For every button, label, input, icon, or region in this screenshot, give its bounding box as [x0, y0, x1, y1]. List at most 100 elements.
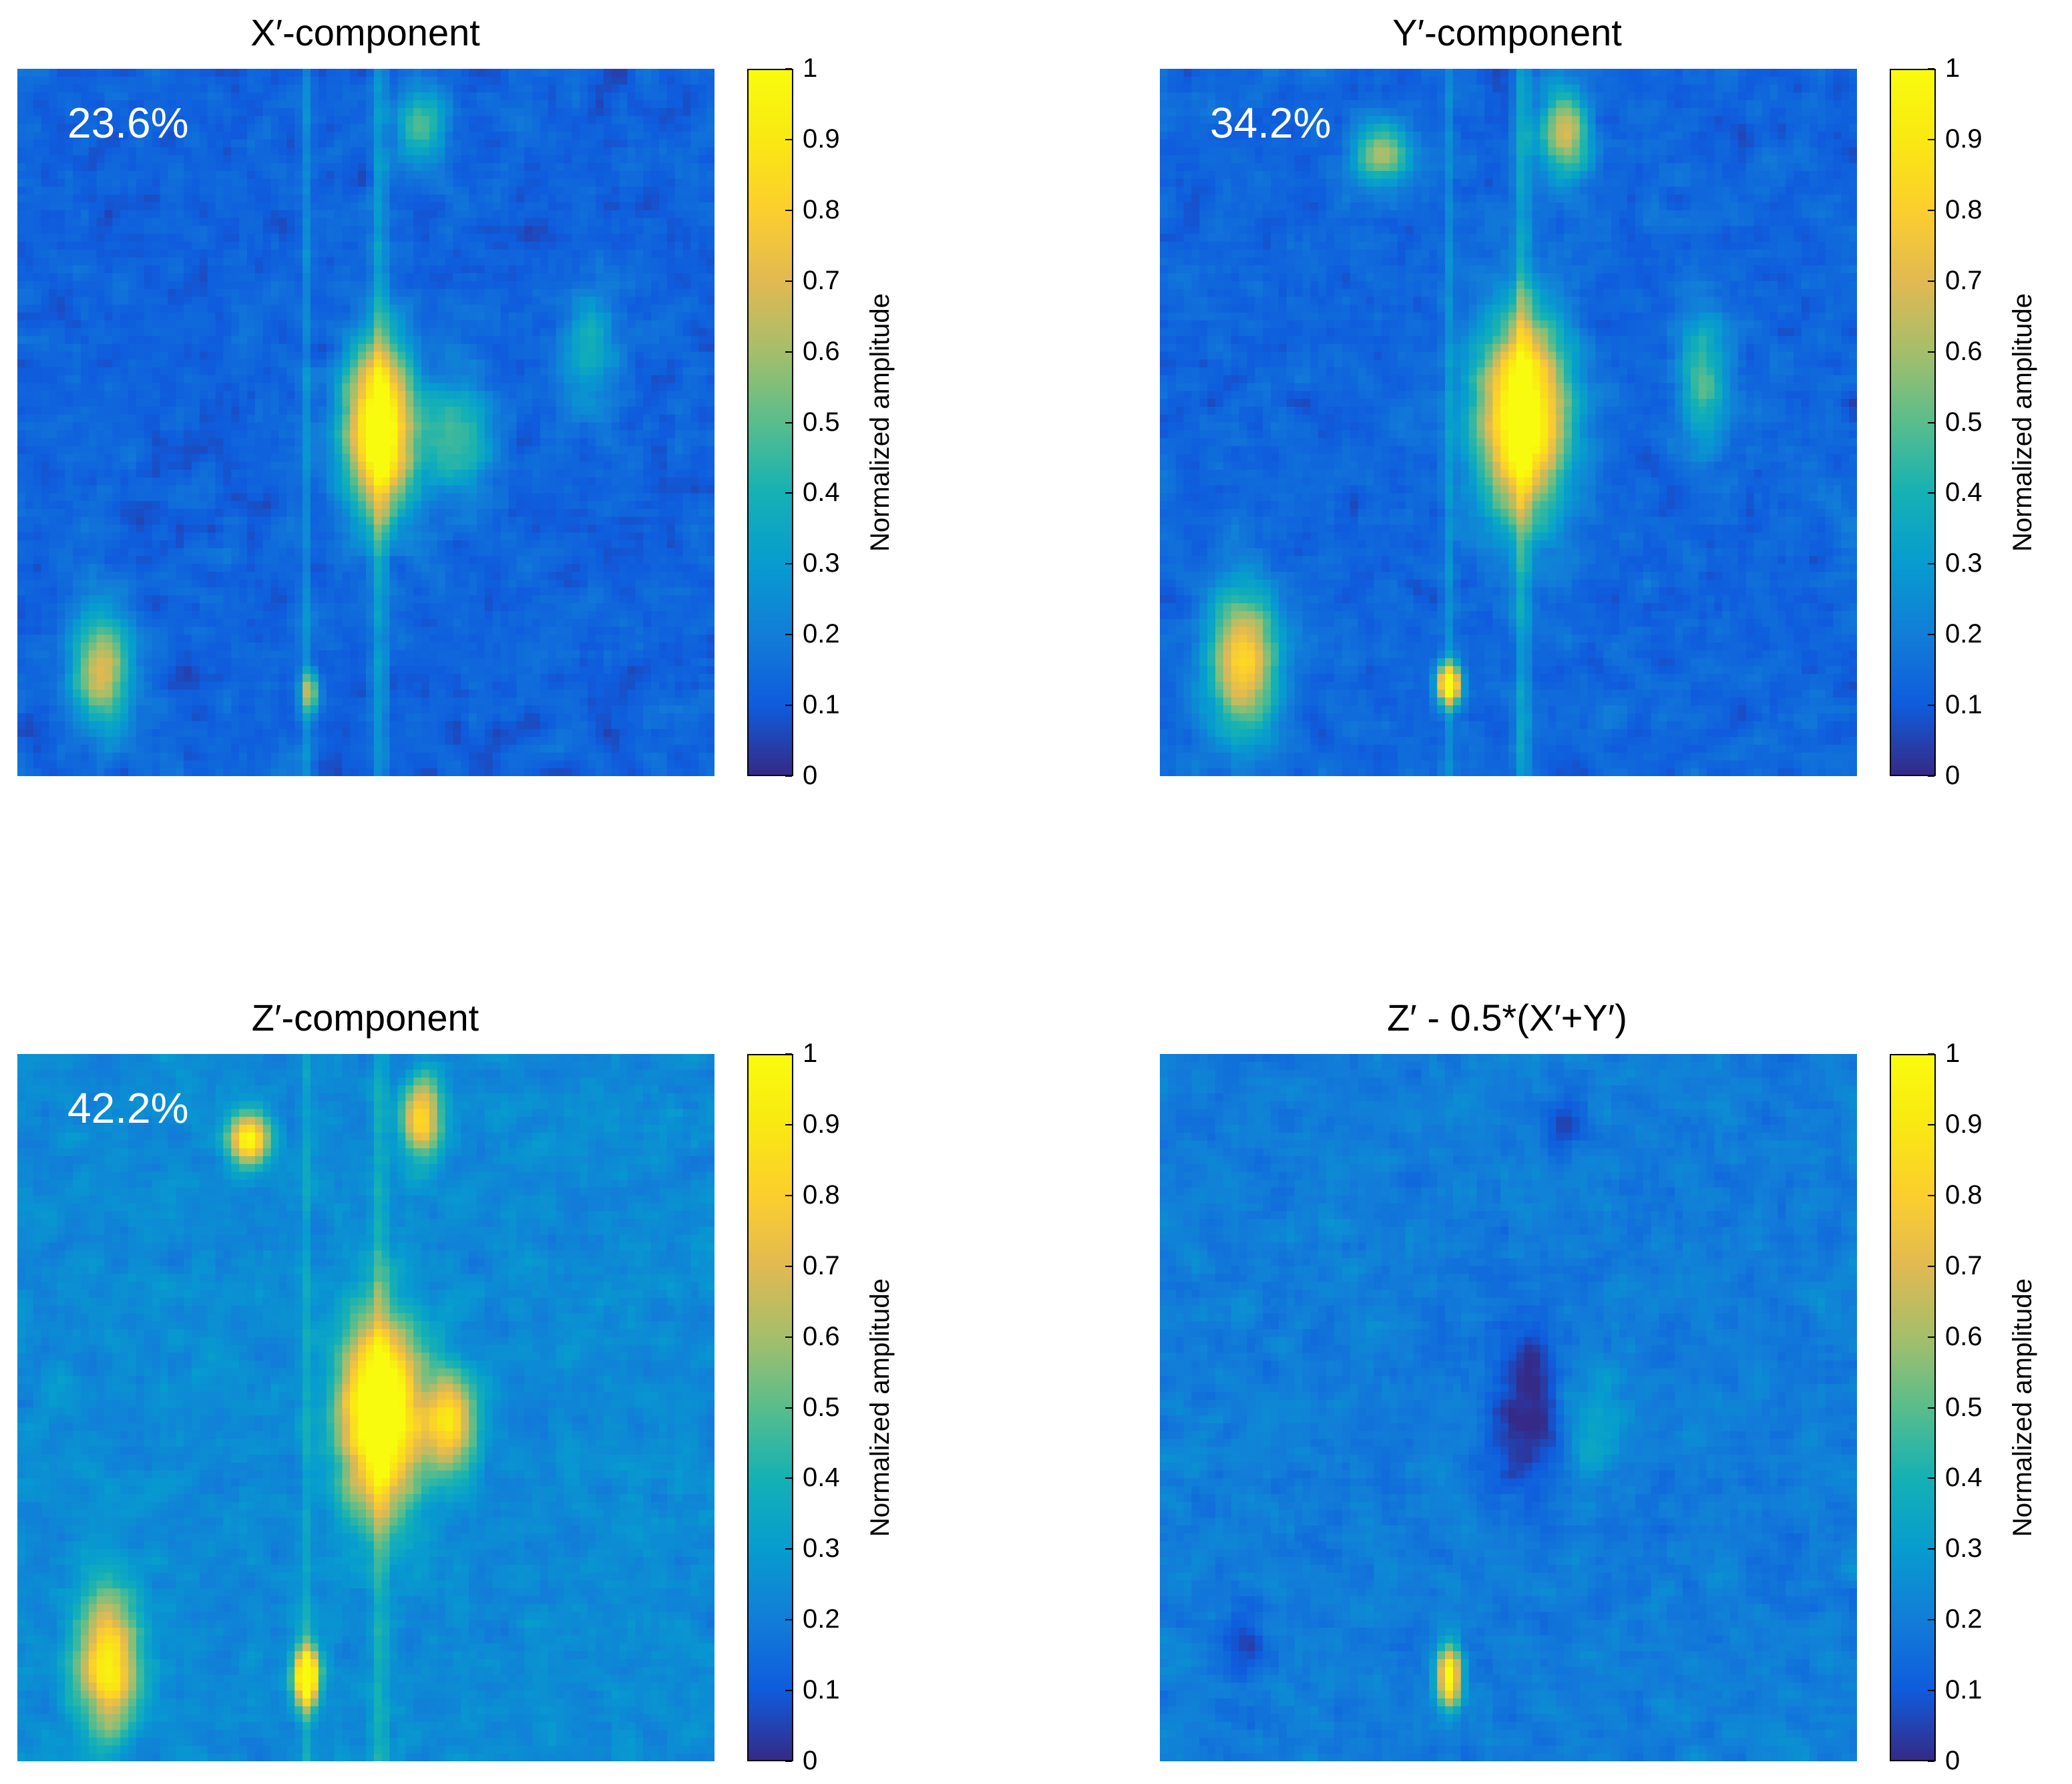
heatmap-cell — [627, 312, 636, 321]
heatmap-cell — [254, 359, 264, 368]
heatmap-cell — [580, 312, 588, 321]
heatmap-cell — [477, 406, 485, 415]
heatmap-cell — [278, 124, 287, 132]
heatmap-cell — [294, 454, 303, 462]
heatmap-cell — [540, 108, 549, 117]
heatmap-cell — [215, 170, 224, 180]
heatmap-cell — [310, 438, 319, 447]
heatmap-cell — [580, 249, 588, 258]
heatmap-cell — [168, 289, 176, 297]
heatmap-cell — [168, 108, 176, 117]
heatmap-cell — [389, 155, 399, 164]
heatmap-cell — [57, 163, 65, 172]
heatmap-cell — [294, 289, 303, 297]
heatmap-cell — [144, 194, 153, 203]
heatmap-cell — [152, 194, 161, 203]
heatmap-cell — [120, 422, 129, 431]
heatmap-cell — [421, 186, 430, 195]
heatmap-cell — [262, 305, 272, 313]
heatmap-cell — [207, 265, 216, 274]
heatmap-cell — [49, 265, 57, 274]
heatmap-cell — [619, 501, 628, 510]
heatmap-cell — [421, 178, 430, 188]
heatmap-cell — [658, 210, 668, 219]
heatmap-cell — [674, 297, 684, 305]
heatmap-cell — [389, 210, 399, 219]
heatmap-cell — [397, 501, 406, 510]
heatmap-cell — [627, 406, 636, 415]
heatmap-cell — [184, 305, 192, 313]
heatmap-cell — [247, 359, 256, 368]
heatmap-cell — [635, 320, 644, 329]
heatmap-cell — [192, 273, 200, 282]
heatmap-cell — [176, 265, 184, 274]
heatmap-cell — [603, 359, 612, 368]
heatmap-cell — [318, 257, 327, 266]
heatmap-cell — [603, 289, 612, 297]
heatmap-cell — [453, 69, 461, 77]
heatmap-cell — [104, 320, 113, 329]
heatmap-cell — [619, 375, 628, 384]
heatmap-cell — [231, 367, 240, 376]
heatmap-cell — [176, 508, 184, 518]
heatmap-cell — [611, 359, 620, 368]
heatmap-cell — [556, 375, 565, 384]
heatmap-cell — [508, 430, 517, 439]
heatmap-cell — [658, 178, 668, 188]
heatmap-cell — [682, 289, 692, 297]
heatmap-cell — [682, 501, 692, 510]
heatmap-cell — [350, 320, 359, 329]
heatmap-cell — [564, 234, 573, 242]
heatmap-cell — [548, 194, 557, 203]
heatmap-cell — [215, 163, 224, 172]
heatmap-cell — [666, 477, 676, 486]
heatmap-cell — [453, 438, 461, 447]
heatmap-cell — [160, 186, 169, 195]
heatmap-cell — [603, 328, 612, 337]
heatmap-cell — [302, 202, 311, 211]
heatmap-cell — [619, 210, 628, 219]
heatmap-cell — [207, 257, 216, 266]
heatmap-cell — [350, 508, 359, 518]
heatmap-cell — [207, 281, 216, 290]
heatmap-cell — [508, 202, 517, 211]
heatmap-cell — [184, 320, 192, 329]
heatmap-cell — [397, 170, 406, 180]
heatmap-cell — [373, 343, 383, 353]
heatmap-cell — [358, 399, 367, 407]
heatmap-cell — [49, 477, 57, 486]
heatmap-cell — [572, 76, 580, 85]
heatmap-cell — [160, 210, 169, 219]
heatmap-cell — [524, 116, 533, 124]
heatmap-cell — [231, 493, 240, 502]
heatmap-cell — [682, 108, 692, 117]
heatmap-cell — [540, 170, 549, 180]
heatmap-cell — [698, 257, 707, 266]
heatmap-cell — [580, 501, 588, 510]
heatmap-cell — [80, 69, 89, 77]
heatmap-cell — [239, 257, 248, 266]
heatmap-cell — [112, 163, 121, 172]
heatmap-cell — [176, 226, 184, 234]
heatmap-cell — [73, 234, 81, 242]
heatmap-cell — [484, 124, 493, 132]
heatmap-cell — [682, 241, 692, 250]
heatmap-cell — [445, 170, 454, 180]
heatmap-cell — [207, 485, 216, 494]
heatmap-cell — [334, 108, 343, 117]
heatmap-cell — [421, 414, 430, 423]
heatmap-cell — [706, 414, 714, 423]
heatmap-cell — [73, 445, 81, 455]
heatmap-cell — [358, 343, 367, 353]
heatmap-cell — [437, 351, 446, 360]
heatmap-cell — [270, 351, 280, 360]
heatmap-cell — [160, 477, 169, 486]
heatmap-cell — [262, 438, 272, 447]
heatmap-cell — [651, 69, 660, 77]
heatmap-cell — [318, 422, 327, 431]
heatmap-cell — [254, 69, 264, 77]
heatmap-cell — [682, 414, 692, 423]
heatmap-cell — [698, 132, 707, 140]
heatmap-cell — [564, 351, 573, 360]
heatmap-cell — [548, 406, 557, 415]
